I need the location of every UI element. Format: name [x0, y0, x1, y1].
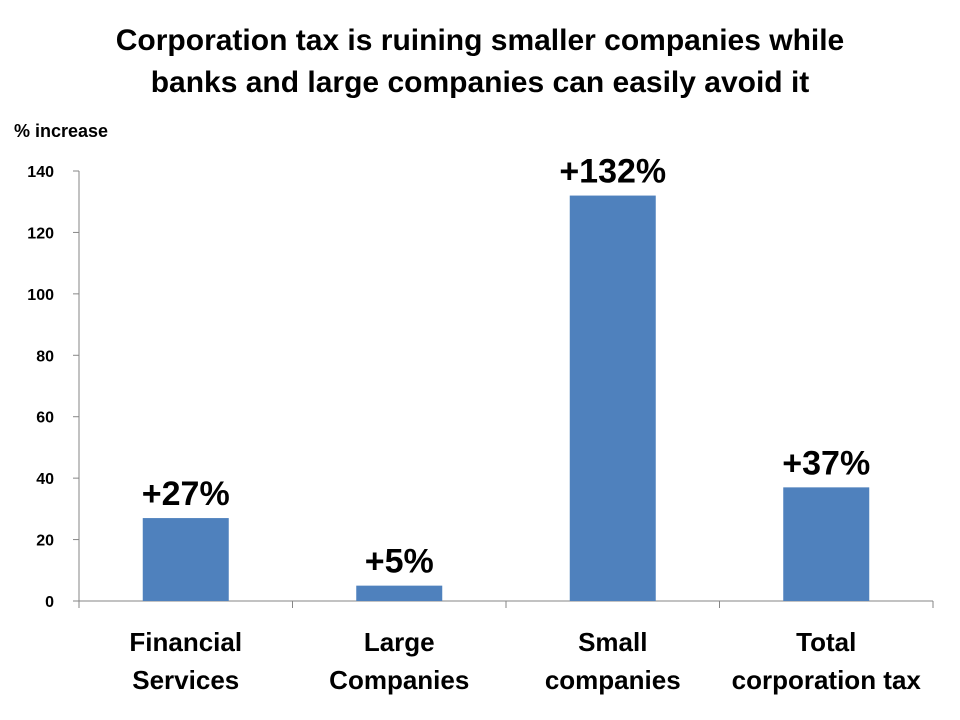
y-tick-label: 100	[27, 287, 54, 304]
bar	[569, 195, 656, 602]
data-label: +132%	[559, 153, 666, 191]
x-tick-label: Total corporation tax	[731, 627, 921, 695]
data-label: +27%	[142, 475, 230, 513]
y-tick-label: 140	[27, 164, 54, 181]
y-tick-label: 40	[36, 471, 54, 488]
y-tick-label: 60	[36, 410, 54, 427]
y-tick-label: 120	[27, 225, 54, 242]
bar	[356, 585, 443, 601]
x-tick-label: Large Companies	[329, 627, 470, 695]
bar	[783, 487, 870, 601]
y-tick-label: 80	[36, 348, 54, 365]
x-tick-label: Small companies	[544, 627, 681, 695]
data-labels: +27% +5% +132% +37%	[142, 153, 870, 581]
y-axis-label: % increase	[14, 121, 109, 141]
chart-title: Corporation tax is ruining smaller compa…	[115, 24, 845, 99]
data-label: +5%	[365, 543, 434, 581]
bars	[142, 195, 870, 602]
y-tick-label: 20	[36, 533, 54, 550]
bar	[142, 518, 229, 601]
y-tick-label: 0	[45, 594, 54, 611]
data-label: +37%	[782, 444, 870, 482]
x-tick-label: Financial Services	[129, 627, 243, 695]
